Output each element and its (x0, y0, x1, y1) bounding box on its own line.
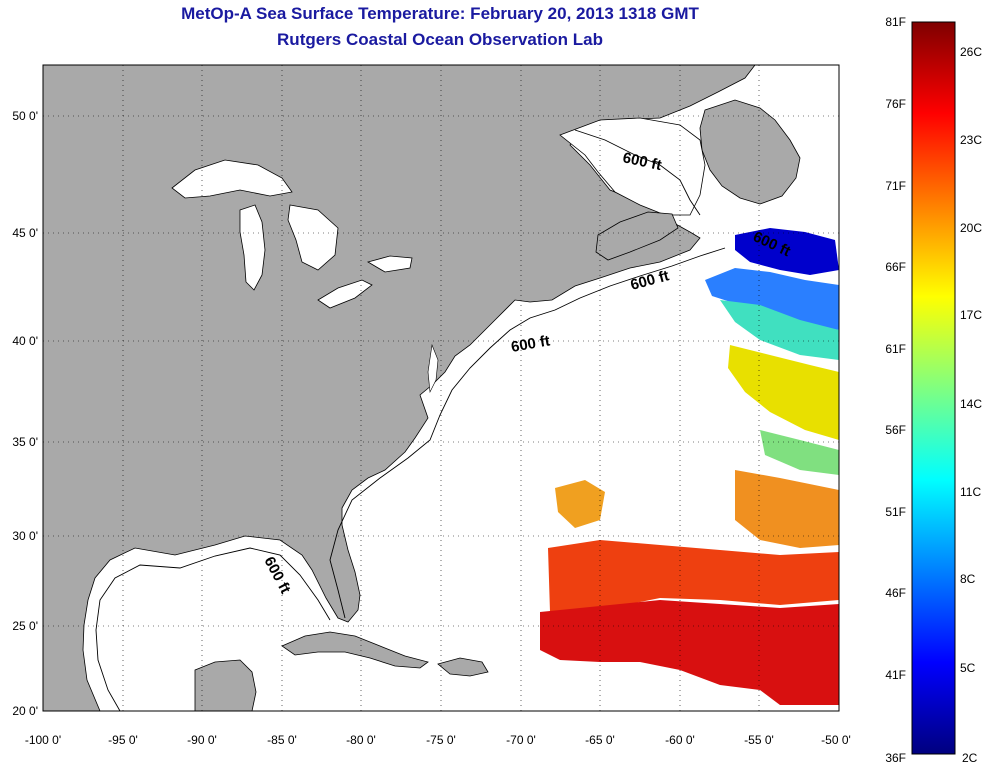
lon-tick-label: -100 0' (25, 733, 61, 747)
map-frame (42, 64, 840, 712)
lat-tick-label: 20 0' (12, 704, 38, 718)
yucatan-land (194, 659, 257, 711)
lon-tick-label: -60 0' (665, 733, 695, 747)
map-title: MetOp-A Sea Surface Temperature: Februar… (181, 4, 699, 23)
colorbar-f-label: 76F (885, 97, 906, 111)
lon-tick-label: -75 0' (426, 733, 456, 747)
chesapeake-bay (427, 343, 439, 394)
sst-patch-mild (720, 300, 839, 360)
lake-huron (287, 204, 339, 271)
longitude-ticks: -100 0' -95 0' -90 0' -85 0' -80 0' -75 … (25, 733, 851, 747)
lon-tick-label: -90 0' (187, 733, 217, 747)
depth-contour-600ft-east (329, 247, 726, 619)
colorbar-f-label: 81F (885, 15, 906, 29)
colorbar-c-label: 20C (960, 221, 982, 235)
sst-patch-cool (705, 268, 839, 330)
depth-contour-600ft-stlawrence (574, 129, 701, 216)
temperature-colorbar: 81F 76F 71F 66F 61F 56F 51F 46F 41F 36F … (885, 15, 982, 765)
sst-patch-orange-east (735, 470, 839, 548)
colorbar-c-label: 23C (960, 133, 982, 147)
colorbar-f-label: 66F (885, 260, 906, 274)
colorbar-celsius-ticks: 26C 23C 20C 17C 14C 11C 8C 5C 2C (960, 45, 982, 765)
lat-tick-label: 45 0' (12, 226, 38, 240)
sst-patch-warm (548, 540, 839, 612)
colorbar-f-label: 56F (885, 423, 906, 437)
colorbar-fahrenheit-ticks: 81F 76F 71F 66F 61F 56F 51F 46F 41F 36F (885, 15, 906, 765)
lat-tick-label: 30 0' (12, 529, 38, 543)
map-subtitle: Rutgers Coastal Ocean Observation Lab (277, 30, 603, 49)
lon-tick-label: -65 0' (585, 733, 615, 747)
colorbar-f-label: 71F (885, 179, 906, 193)
lon-tick-label: -50 0' (821, 733, 851, 747)
gulf-st-lawrence-water (559, 117, 706, 216)
latitude-ticks: 20 0' 25 0' 30 0' 35 0' 40 0' 45 0' 50 0… (12, 109, 38, 718)
depth-contour-600ft-gulf (95, 547, 331, 711)
lake-superior (171, 159, 293, 199)
newfoundland-land (699, 99, 801, 205)
nova-scotia-land (595, 211, 679, 261)
colorbar-c-label: 11C (960, 485, 981, 499)
sst-patch-hot (540, 600, 839, 705)
colorbar-f-label: 41F (885, 668, 906, 682)
colorbar-c-label: 5C (960, 661, 976, 675)
lat-tick-label: 35 0' (12, 435, 38, 449)
lake-erie (317, 279, 373, 309)
lat-tick-label: 25 0' (12, 619, 38, 633)
hispaniola-land (437, 657, 489, 677)
north-america-land (43, 65, 756, 711)
colorbar-gradient (911, 21, 956, 755)
sst-patch-green (760, 430, 839, 475)
colorbar-f-label: 61F (885, 342, 906, 356)
sst-patch-yellow (728, 345, 839, 440)
colorbar-c-label: 17C (960, 308, 982, 322)
colorbar-f-label: 51F (885, 505, 906, 519)
colorbar-c-label: 2C (962, 751, 978, 765)
lat-tick-label: 40 0' (12, 334, 38, 348)
lake-ontario (366, 255, 413, 273)
lon-tick-label: -70 0' (506, 733, 536, 747)
colorbar-f-label: 36F (885, 751, 906, 765)
lake-michigan (239, 204, 266, 291)
lon-tick-label: -85 0' (267, 733, 297, 747)
sst-patch-orange (555, 480, 605, 528)
lon-tick-label: -80 0' (346, 733, 376, 747)
contour-label-600ft: 600 ft (510, 332, 552, 356)
colorbar-f-label: 46F (885, 586, 906, 600)
lon-tick-label: -95 0' (108, 733, 138, 747)
lon-tick-label: -55 0' (744, 733, 774, 747)
colorbar-c-label: 14C (960, 397, 982, 411)
cuba-land (281, 631, 429, 669)
lat-tick-label: 50 0' (12, 109, 38, 123)
sst-patch-cold (735, 228, 839, 275)
sst-data-overlay (540, 228, 839, 705)
colorbar-c-label: 26C (960, 45, 982, 59)
colorbar-c-label: 8C (960, 572, 976, 586)
